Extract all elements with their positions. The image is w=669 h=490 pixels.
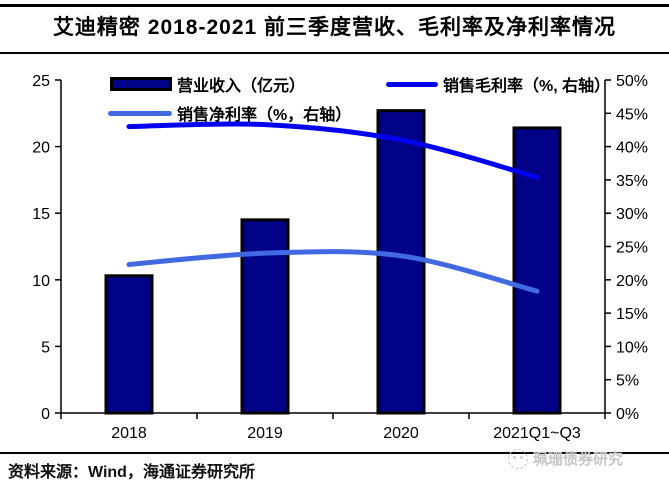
legend-label-gross-margin: 销售毛利率（%, 右轴） [443,78,611,95]
right-axis-tick-label: 5% [616,373,639,390]
bar-2020 [376,109,426,415]
gross-margin-line [126,121,540,180]
right-axis-tick-label: 15% [616,306,648,323]
bar-2019 [240,218,290,415]
title-divider [0,52,669,54]
legend-item-revenue: 营业收入（亿元） [110,72,305,96]
left-axis-tick-label: 15 [32,206,50,223]
x-axis-category-label: 2018 [111,425,147,442]
right-axis-tick-label: 45% [616,106,648,123]
right-axis-tick-label: 50% [616,73,648,90]
legend-item-gross-margin: 销售毛利率（%, 右轴） [386,72,610,96]
left-axis-tick-label: 0 [41,406,50,423]
footer-divider [0,452,669,454]
net-margin-line-swatch-icon [108,110,172,116]
revenue-bar-swatch-icon [110,77,172,91]
watermark: 珮珊债券研究 [508,448,623,469]
gross-margin-line-swatch-icon [386,81,438,87]
legend-label-net-margin: 销售净利率（%，右轴） [177,107,352,124]
left-axis-tick-label: 25 [32,73,50,90]
right-axis-tick-label: 35% [616,173,648,190]
left-axis-tick-label: 20 [32,140,50,157]
watermark-logo-icon [508,448,528,469]
right-axis-tick-label: 0% [616,406,639,423]
net-margin-line [126,249,540,294]
chart-title: 艾迪精密 2018-2021 前三季度营收、毛利率及净利率情况 [52,16,617,39]
legend-item-net-margin: 销售净利率（%，右轴） [108,101,351,125]
chart-canvas: 0 5 10 15 20 25 0% 5% 10% 15% 20% 25% 30% 35% 40% 45% 50… [32,73,648,442]
x-axis-category-label: 2019 [247,425,283,442]
data-source-note: 资料来源：Wind，海通证券研究所 [8,464,255,481]
bar-2018 [104,274,154,415]
right-axis-tick-label: 30% [616,206,648,223]
legend-label-revenue: 营业收入（亿元） [177,78,306,95]
x-axis-category-label: 2020 [383,425,419,442]
watermark-text: 珮珊债券研究 [533,451,624,468]
top-rule [0,4,669,7]
x-axis-category-label: 2021Q1~Q3 [493,425,581,442]
right-axis-tick-label: 25% [616,240,648,257]
right-axis-tick-label: 20% [616,273,648,290]
left-axis-tick-label: 5 [41,339,50,356]
left-axis-tick-label: 10 [32,273,50,290]
right-axis-tick-label: 40% [616,140,648,157]
right-axis-tick-label: 10% [616,339,648,356]
